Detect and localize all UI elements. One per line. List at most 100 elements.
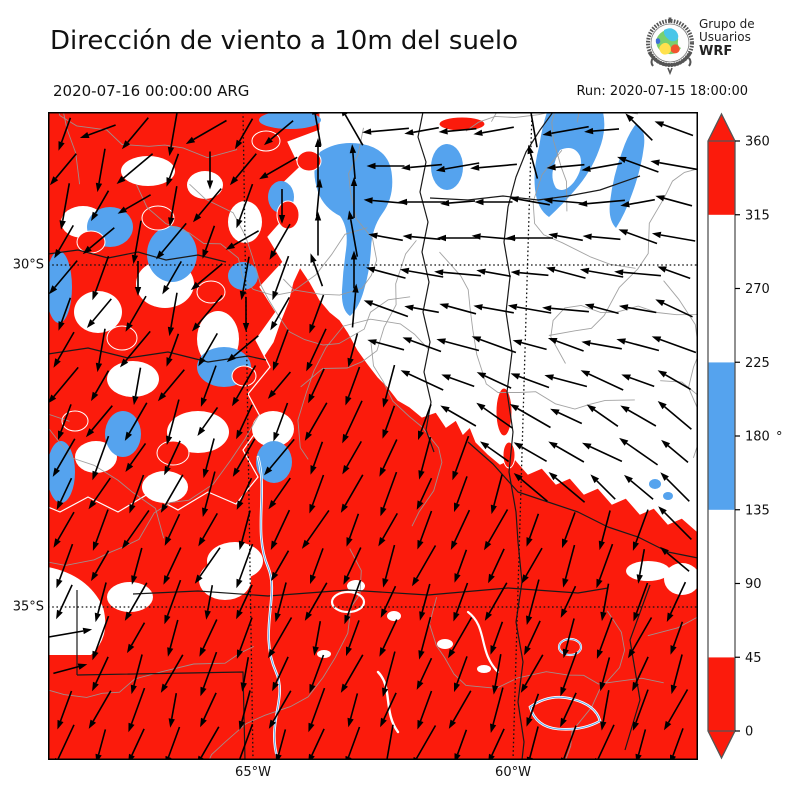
wind-arrow-shaft [88, 124, 116, 136]
wind-arrow-shaft [517, 407, 551, 429]
wind-arrow-head [48, 394, 57, 404]
wind-arrow-shaft [134, 367, 142, 397]
wind-arrow-head [548, 232, 558, 239]
wind-arrow-shaft [53, 665, 79, 675]
wind-arrow-shaft [454, 435, 470, 473]
wind-arrow-head [236, 500, 244, 510]
department-boundary-line [429, 596, 664, 689]
wind-arrow-head [167, 326, 175, 337]
wind-arrow-head [92, 541, 99, 551]
wind-arrow-shaft [551, 125, 589, 135]
wind-arrow-head [542, 130, 552, 137]
wind-arrow-shaft [198, 188, 222, 216]
wind-arrow-head [268, 648, 276, 659]
wind-arrow-shaft [202, 619, 218, 649]
wind-arrow-head [650, 159, 660, 166]
lon-axis-label: 60°W [495, 765, 531, 780]
wind-arrow-head [82, 627, 93, 635]
wind-arrow-shaft [241, 510, 251, 542]
wind-arrow-shaft [419, 477, 433, 503]
department-boundary-line [647, 616, 698, 637]
wind-arrow-head [132, 395, 139, 406]
wind-arrow-shaft [665, 374, 691, 390]
wind-arrow-head [434, 269, 444, 276]
wind-arrow-shaft [199, 547, 221, 577]
wind-arrow-head [368, 232, 378, 239]
wind-arrow-head [267, 389, 277, 399]
colorbar-tick-label: 135 [745, 503, 770, 518]
wind-arrow-shaft [167, 726, 181, 758]
wind-arrow-head [596, 649, 603, 659]
wind-arrow-head [270, 321, 278, 331]
wind-arrow-head [347, 210, 354, 220]
wind-arrow-head [82, 245, 92, 255]
wind-arrow-head [441, 374, 451, 381]
wind-arrow-head [484, 611, 492, 621]
wind-arrow-shaft [447, 127, 477, 133]
wind-arrow-head [624, 474, 633, 484]
wind-arrow-shaft [382, 619, 398, 649]
wind-arrow-shaft [630, 480, 654, 500]
wind-arrow-head [450, 540, 458, 550]
wind-arrow-shaft [348, 513, 360, 539]
wind-arrow-shaft [564, 544, 576, 580]
wind-arrow-head [92, 290, 99, 301]
lat-axis-label: 30°S [12, 257, 44, 273]
wind-arrow-shaft [525, 547, 543, 577]
wind-arrow-head [367, 339, 377, 346]
wind-arrow-head [202, 507, 209, 517]
wind-arrow-shaft [449, 376, 475, 388]
wind-arrow-head [400, 370, 411, 377]
wind-arrow-shaft [236, 438, 256, 470]
map-plot-area [48, 112, 698, 760]
wind-arrow-head [229, 176, 239, 186]
wind-arrow-head [480, 441, 490, 450]
wind-arrow-shaft [314, 114, 322, 146]
wind-arrow-shaft [516, 306, 552, 314]
wind-arrow-head [312, 646, 319, 656]
wind-arrow-head [235, 139, 243, 150]
wind-arrow-head [272, 361, 279, 371]
wind-arrow-shaft [170, 292, 178, 328]
department-boundary-line [208, 548, 362, 760]
wind-arrow-head [58, 141, 65, 151]
wind-arrow-head [526, 717, 533, 727]
wind-arrow-head [547, 338, 558, 344]
wind-arrow-shaft [133, 547, 143, 577]
wind-arrow-head [278, 215, 286, 224]
wind-arrow-head [380, 608, 388, 618]
wind-arrow-head [661, 439, 671, 449]
wind-arrow-head [310, 253, 317, 263]
wind-arrow-shaft [345, 400, 363, 436]
wind-arrow-shaft [666, 552, 690, 572]
wind-arrow-shaft [61, 183, 71, 221]
wind-arrow-shaft [456, 549, 468, 575]
wind-arrow-shaft [384, 651, 396, 689]
wind-arrow-shaft [92, 298, 112, 322]
wind-arrow-shaft [94, 435, 110, 473]
wind-arrow-head [59, 220, 66, 230]
wind-arrow-shaft [202, 513, 218, 539]
wind-arrow-head [125, 462, 134, 472]
wind-arrow-shaft [371, 127, 409, 133]
wind-arrow-head [454, 502, 460, 513]
wind-arrow-head [343, 575, 351, 585]
wind-arrow-shaft [563, 585, 577, 611]
colorbar-segment [708, 214, 735, 363]
wind-arrow-head [454, 682, 460, 693]
wind-arrow-head [598, 540, 605, 551]
wind-arrow-head [268, 500, 277, 510]
wind-arrow-head [120, 358, 129, 368]
wind-arrow-shaft [631, 617, 653, 651]
wind-arrow-head [86, 319, 96, 328]
wind-arrow-shaft [275, 329, 289, 363]
wind-arrow-shaft [413, 126, 439, 134]
wind-arrow-shaft [597, 724, 615, 760]
wind-arrow-head [226, 353, 236, 363]
wind-arrow-head [492, 685, 499, 695]
wind-arrow-shaft [382, 471, 398, 509]
wind-arrow-shaft [58, 224, 74, 252]
wind-arrow-head [164, 536, 172, 546]
wind-arrow-head [340, 503, 348, 513]
wind-arrow-head [440, 199, 450, 207]
